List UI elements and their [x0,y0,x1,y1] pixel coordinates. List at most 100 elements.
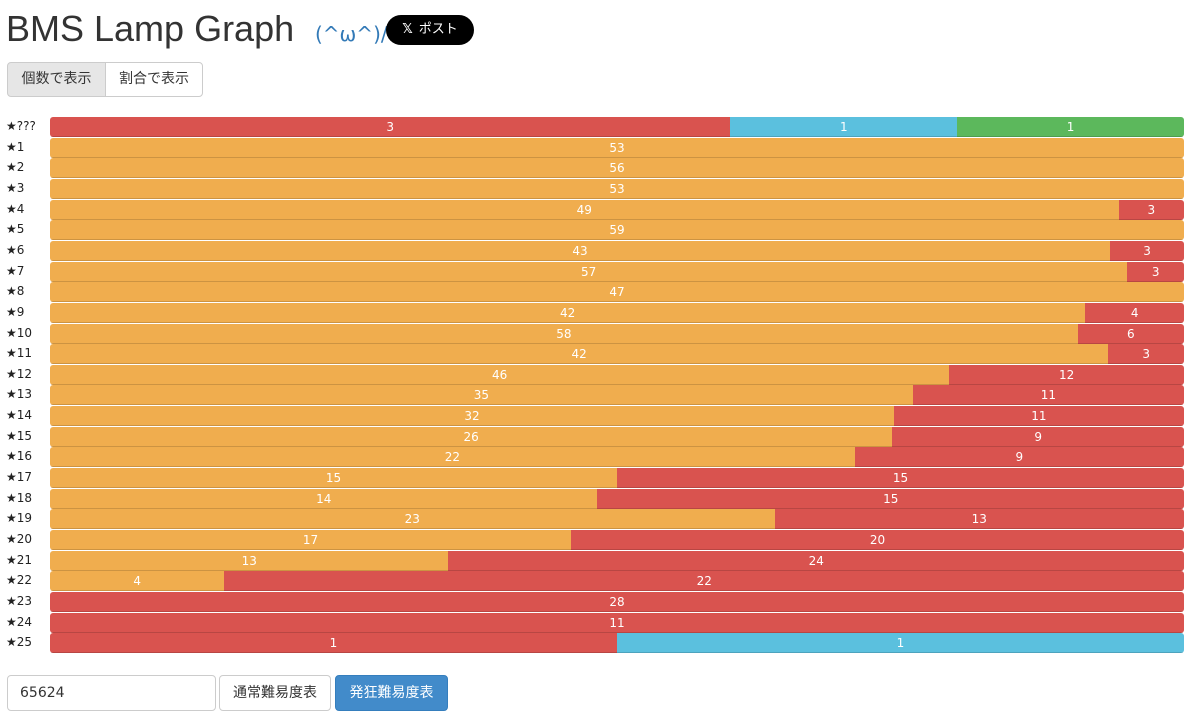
bar-segment: 1 [617,633,1184,654]
title: BMS Lamp Graph [6,8,295,49]
bar-row: 22 9 [50,447,1184,468]
row-label: ★18 [6,490,33,505]
row-label: ★17 [6,470,33,485]
bar-segment: 1 [50,633,617,654]
bar-segment: 9 [892,426,1184,447]
bar-segment: 3 [1118,199,1184,220]
bar-segment: 49 [50,199,1119,220]
bar-segment: 13 [774,509,1184,530]
row-label: ★10 [6,325,33,340]
bar-row: 59 [50,220,1184,241]
row-label: ★11 [6,346,33,361]
post-button[interactable]: 𝕏 ポスト [386,15,474,45]
emoticon-link[interactable]: (^ω^)/ [315,22,388,46]
x-logo: 𝕏 [402,22,413,37]
bar-segment: 6 [1077,323,1184,344]
bar-segment: 3 [50,117,731,137]
bar-segment: 4 [50,571,225,592]
bar-row: 47 [50,282,1184,303]
bar-segment: 4 [1085,302,1184,323]
view-button[interactable]: 個数で表示 [7,62,106,97]
table-button[interactable]: 発狂難易度表 [335,675,448,711]
bar-segment: 15 [50,468,617,489]
row-label: ★9 [6,304,25,319]
bar-row: 26 9 [50,426,1184,447]
bar-segment: 20 [571,530,1184,550]
bar-row: 57 3 [50,261,1184,282]
bar-row: 46 12 [50,364,1184,385]
bar-segment: 22 [224,571,1184,592]
bar-segment: 57 [50,261,1128,282]
bar-row: 58 6 [50,323,1184,344]
bar-segment: 53 [50,137,1184,158]
row-label: ★??? [6,119,36,133]
bar-segment: 11 [50,612,1184,633]
row-label: ★19 [6,511,33,526]
bar-segment: 42 [50,302,1086,323]
bar-segment: 43 [50,240,1111,261]
bar-row: 28 [50,591,1184,612]
text-input[interactable]: 65624 [7,675,216,711]
row-label: ★3 [6,180,25,195]
bar-row: 32 11 [50,406,1184,427]
bar-segment: 28 [50,591,1184,612]
bar-segment: 47 [50,282,1184,303]
table-button[interactable]: 通常難易度表 [219,675,331,711]
bar-segment: 59 [50,220,1184,241]
bar-row: 43 3 [50,240,1184,261]
bar-segment: 23 [50,509,775,530]
row-label: ★23 [6,593,33,608]
bar-segment: 1 [957,117,1184,137]
bar-segment: 15 [617,468,1184,489]
bar-row: 49 3 [50,199,1184,220]
bar-segment: 24 [448,550,1184,571]
post-label: ポスト [418,22,458,37]
row-label: ★21 [6,552,33,567]
bar-row: 35 11 [50,385,1184,406]
bar-row: 13 24 [50,550,1184,571]
bar-row: 53 [50,178,1184,199]
row-label: ★2 [6,160,25,175]
row-label: ★16 [6,449,33,464]
row-label: ★7 [6,263,25,278]
row-label: ★8 [6,284,25,299]
row-label: ★14 [6,408,33,423]
bar-segment: 53 [50,178,1184,199]
bar-segment: 22 [50,447,855,468]
bar-segment: 46 [50,364,950,385]
bar-segment: 3 [1108,344,1184,365]
row-label: ★22 [6,573,33,588]
bar-row: 42 4 [50,302,1184,323]
row-label: ★12 [6,366,33,381]
row-label: ★25 [6,635,33,650]
bar-segment: 14 [50,488,598,509]
bar-segment: 3 [1110,240,1184,261]
bar-row: 56 [50,158,1184,179]
bar-row: 42 3 [50,344,1184,365]
bar-row: 14 15 [50,488,1184,509]
row-label: ★15 [6,428,33,443]
row-label: ★24 [6,614,33,629]
bar-row: 17 20 [50,530,1184,550]
bar-segment: 35 [50,385,913,406]
row-label: ★1 [6,139,25,154]
row-label: ★6 [6,242,25,257]
bar-segment: 26 [50,426,893,447]
bar-segment: 11 [893,406,1184,427]
bar-segment: 12 [949,364,1184,385]
bar-row: 23 13 [50,509,1184,530]
bar-row: 11 [50,612,1184,633]
view-button[interactable]: 割合で表示 [105,62,203,97]
bar-segment: 17 [50,530,572,550]
row-label: ★5 [6,222,25,237]
bar-segment: 58 [50,323,1078,344]
bar-segment: 9 [854,447,1184,468]
row-label: ★13 [6,387,33,402]
bar-row: 15 15 [50,468,1184,489]
bar-segment: 11 [912,385,1184,406]
bar-row: 53 [50,137,1184,158]
bar-segment: 1 [730,117,958,137]
bar-segment: 56 [50,158,1184,179]
